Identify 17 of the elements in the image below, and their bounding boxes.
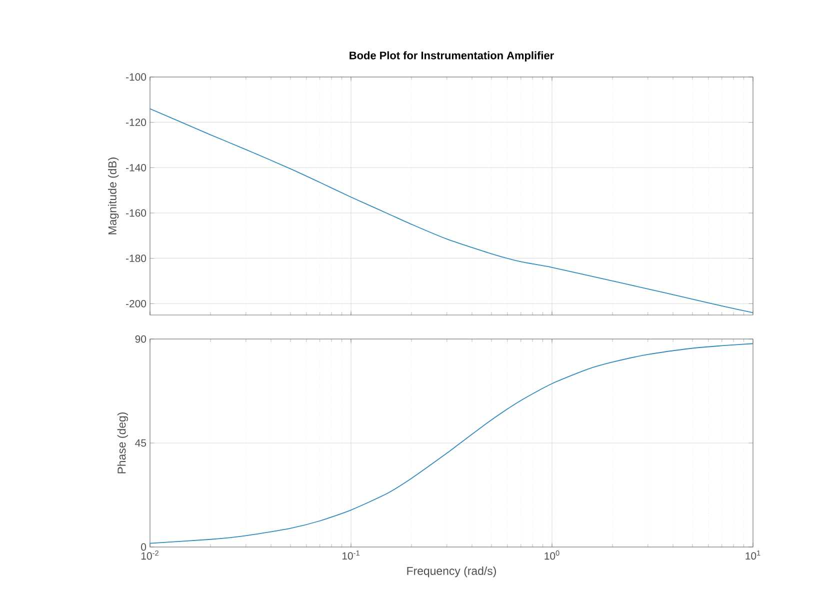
- x-axis-title: Frequency (rad/s): [407, 566, 496, 578]
- y-tick-label: -100: [126, 73, 146, 81]
- y-tick-label: -200: [126, 300, 146, 308]
- x-tick-label: 10$^{1}$: [746, 550, 760, 560]
- y-tick-label: -140: [126, 164, 146, 172]
- x-tick-label: 10$^{-1}$: [342, 550, 360, 560]
- y-tick-label: -180: [126, 254, 146, 262]
- chart-title: Bode Plot for Instrumentation Amplifier: [350, 51, 554, 62]
- y-axis-title: Phase (deg): [117, 412, 128, 474]
- y-axis-title: Magnitude (dB): [108, 158, 119, 234]
- y-tick-label: -160: [126, 209, 146, 217]
- y-tick-label: 90: [135, 335, 146, 343]
- y-tick-label: 45: [135, 439, 146, 447]
- y-tick-label: 0: [141, 543, 146, 551]
- y-tick-label: -120: [126, 118, 146, 126]
- x-tick-label: 10$^{-2}$: [141, 550, 158, 560]
- x-tick-label: 10$^{0}$: [544, 550, 560, 560]
